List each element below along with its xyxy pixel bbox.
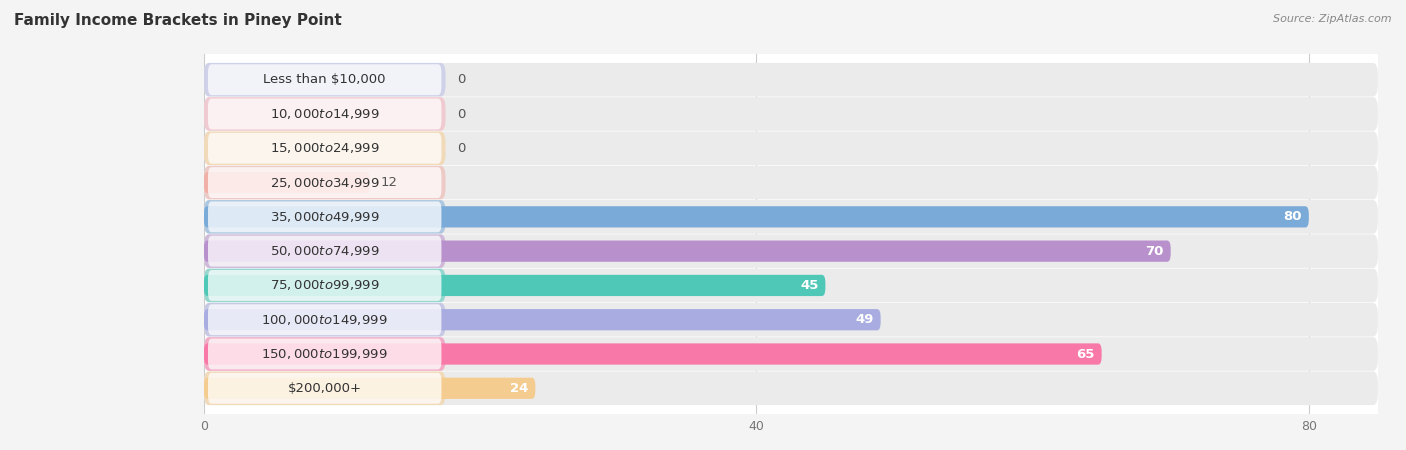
- FancyBboxPatch shape: [204, 372, 1378, 405]
- Text: 45: 45: [800, 279, 818, 292]
- FancyBboxPatch shape: [204, 131, 1378, 165]
- FancyBboxPatch shape: [204, 63, 1378, 96]
- Text: $10,000 to $14,999: $10,000 to $14,999: [270, 107, 380, 121]
- FancyBboxPatch shape: [204, 275, 825, 296]
- Text: $35,000 to $49,999: $35,000 to $49,999: [270, 210, 380, 224]
- Text: $150,000 to $199,999: $150,000 to $199,999: [262, 347, 388, 361]
- FancyBboxPatch shape: [204, 234, 446, 268]
- FancyBboxPatch shape: [208, 270, 441, 301]
- FancyBboxPatch shape: [204, 166, 446, 199]
- Text: 0: 0: [457, 108, 465, 121]
- FancyBboxPatch shape: [204, 378, 536, 399]
- FancyBboxPatch shape: [204, 206, 1309, 228]
- FancyBboxPatch shape: [204, 166, 1378, 199]
- Text: 80: 80: [1284, 210, 1302, 223]
- FancyBboxPatch shape: [204, 303, 1378, 337]
- FancyBboxPatch shape: [204, 303, 446, 337]
- FancyBboxPatch shape: [204, 372, 446, 405]
- Text: $100,000 to $149,999: $100,000 to $149,999: [262, 313, 388, 327]
- FancyBboxPatch shape: [204, 97, 1378, 131]
- Text: Family Income Brackets in Piney Point: Family Income Brackets in Piney Point: [14, 14, 342, 28]
- FancyBboxPatch shape: [204, 131, 446, 165]
- Text: 49: 49: [855, 313, 873, 326]
- FancyBboxPatch shape: [204, 337, 1378, 371]
- FancyBboxPatch shape: [204, 63, 446, 96]
- FancyBboxPatch shape: [208, 202, 441, 232]
- Text: $200,000+: $200,000+: [288, 382, 361, 395]
- FancyBboxPatch shape: [204, 200, 446, 234]
- Text: Source: ZipAtlas.com: Source: ZipAtlas.com: [1274, 14, 1392, 23]
- Text: $25,000 to $34,999: $25,000 to $34,999: [270, 176, 380, 189]
- FancyBboxPatch shape: [208, 304, 441, 335]
- FancyBboxPatch shape: [208, 99, 441, 130]
- Text: Less than $10,000: Less than $10,000: [263, 73, 387, 86]
- Text: 70: 70: [1146, 245, 1164, 258]
- Text: 0: 0: [457, 73, 465, 86]
- FancyBboxPatch shape: [204, 337, 446, 371]
- FancyBboxPatch shape: [204, 240, 1171, 262]
- FancyBboxPatch shape: [208, 133, 441, 164]
- FancyBboxPatch shape: [208, 338, 441, 369]
- FancyBboxPatch shape: [204, 200, 1378, 234]
- FancyBboxPatch shape: [208, 373, 441, 404]
- Text: $15,000 to $24,999: $15,000 to $24,999: [270, 141, 380, 155]
- Text: 12: 12: [381, 176, 398, 189]
- FancyBboxPatch shape: [204, 269, 1378, 302]
- FancyBboxPatch shape: [204, 234, 1378, 268]
- Text: 0: 0: [457, 142, 465, 155]
- Text: 24: 24: [510, 382, 529, 395]
- FancyBboxPatch shape: [208, 167, 441, 198]
- Text: $75,000 to $99,999: $75,000 to $99,999: [270, 279, 380, 292]
- FancyBboxPatch shape: [204, 343, 1102, 365]
- FancyBboxPatch shape: [204, 97, 446, 131]
- FancyBboxPatch shape: [208, 236, 441, 266]
- Text: 65: 65: [1077, 347, 1095, 360]
- Text: $50,000 to $74,999: $50,000 to $74,999: [270, 244, 380, 258]
- FancyBboxPatch shape: [208, 64, 441, 95]
- FancyBboxPatch shape: [204, 172, 370, 193]
- FancyBboxPatch shape: [204, 309, 880, 330]
- FancyBboxPatch shape: [204, 269, 446, 302]
